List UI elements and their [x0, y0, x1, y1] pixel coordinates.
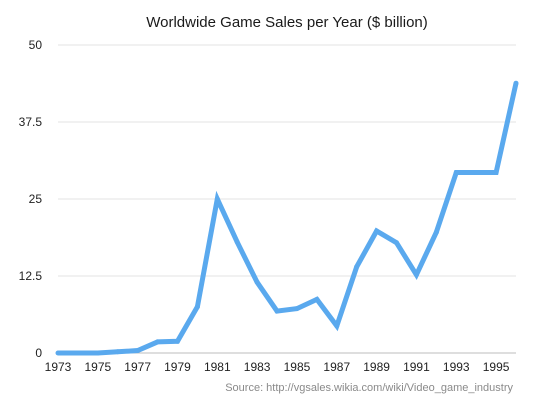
x-tick-label: 1995	[483, 360, 510, 374]
data-point	[453, 170, 459, 176]
data-point	[394, 240, 400, 246]
x-tick-label: 1979	[164, 360, 191, 374]
data-point	[55, 350, 61, 356]
data-point	[174, 338, 180, 344]
data-point	[194, 304, 200, 310]
y-tick-label: 0	[35, 346, 42, 360]
data-point	[374, 228, 380, 234]
data-point	[115, 349, 121, 355]
x-tick-label: 1989	[363, 360, 390, 374]
data-point	[234, 239, 240, 245]
chart-title: Worldwide Game Sales per Year ($ billion…	[146, 14, 428, 31]
source-note: Source: http://vgsales.wikia.com/wiki/Vi…	[225, 382, 513, 394]
series-line	[58, 82, 519, 356]
data-point	[294, 306, 300, 312]
data-point	[254, 279, 260, 285]
x-tick-label: 1973	[45, 360, 72, 374]
data-point	[214, 196, 220, 202]
data-point	[354, 264, 360, 270]
x-tick-label: 1983	[244, 360, 271, 374]
y-tick-label: 12.5	[19, 269, 43, 283]
x-tick-label: 1985	[284, 360, 311, 374]
x-tick-label: 1981	[204, 360, 231, 374]
data-point	[274, 308, 280, 314]
data-point	[473, 170, 479, 176]
data-point	[155, 339, 161, 345]
x-axis-ticks: 1973 1975 1977 1979 1981 1983 1985 1987 1989 1991…	[45, 360, 510, 374]
x-tick-label: 1993	[443, 360, 470, 374]
series-layer	[55, 80, 519, 356]
data-point	[334, 323, 340, 329]
data-point	[135, 348, 141, 354]
x-tick-label: 1987	[323, 360, 350, 374]
x-tick-label: 1991	[403, 360, 430, 374]
data-point	[513, 80, 519, 86]
y-tick-label: 37.5	[19, 115, 43, 129]
data-point	[314, 296, 320, 302]
data-point	[75, 350, 81, 356]
data-point	[433, 229, 439, 235]
x-tick-label: 1977	[124, 360, 151, 374]
y-tick-label: 25	[29, 192, 43, 206]
data-point	[413, 272, 419, 278]
gridlines	[58, 44, 516, 354]
data-point	[95, 350, 101, 356]
y-tick-label: 50	[29, 38, 43, 52]
data-point	[493, 170, 499, 176]
y-axis-ticks: 0 12.5 25 37.5 50	[19, 38, 43, 360]
x-tick-label: 1975	[84, 360, 111, 374]
